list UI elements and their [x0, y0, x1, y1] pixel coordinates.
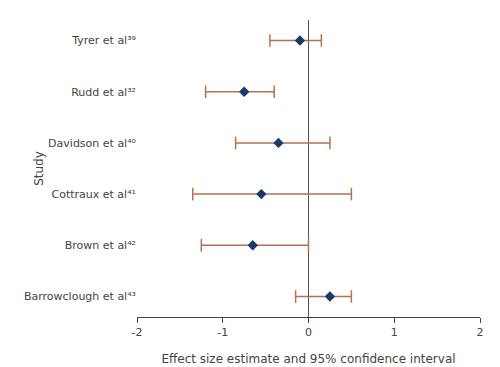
svg-text:Cottraux et al⁴¹: Cottraux et al⁴¹: [52, 188, 136, 201]
svg-text:-1: -1: [217, 326, 228, 339]
svg-text:Davidson et al⁴⁰: Davidson et al⁴⁰: [48, 137, 136, 150]
svg-text:Effect size estimate and 95% c: Effect size estimate and 95% confidence …: [161, 352, 455, 366]
svg-text:0: 0: [305, 326, 312, 339]
svg-text:Brown et al⁴²: Brown et al⁴²: [65, 239, 136, 252]
svg-text:Rudd et al³²: Rudd et al³²: [71, 86, 136, 99]
svg-text:Barrowclough et al⁴³: Barrowclough et al⁴³: [24, 290, 136, 303]
svg-text:-2: -2: [132, 326, 143, 339]
svg-text:Study: Study: [32, 151, 46, 186]
svg-text:1: 1: [391, 326, 398, 339]
svg-text:2: 2: [477, 326, 484, 339]
svg-text:Tyrer et al³⁹: Tyrer et al³⁹: [71, 34, 136, 47]
